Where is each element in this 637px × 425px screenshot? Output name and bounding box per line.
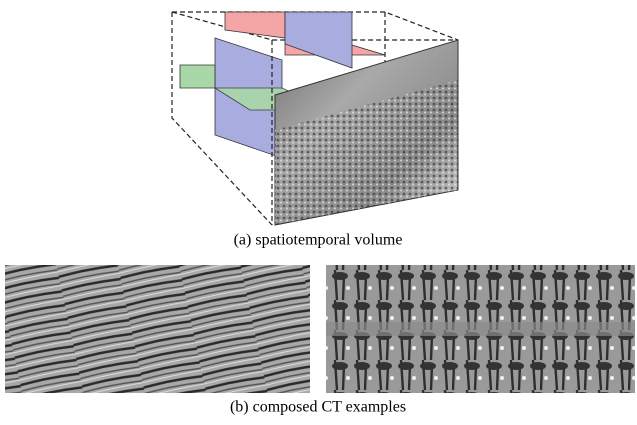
green-plane bbox=[180, 65, 215, 88]
ct-image bbox=[5, 265, 310, 393]
page: (a) spatiotemporal volume (b) composed C… bbox=[0, 0, 637, 420]
caption: (b) composed CT examples bbox=[230, 399, 406, 416]
caption: (a) spatiotemporal volume bbox=[234, 232, 403, 249]
ct-image-band bbox=[326, 322, 635, 336]
figure: (a) spatiotemporal volume (b) composed C… bbox=[0, 0, 637, 420]
blue-plane bbox=[285, 12, 352, 68]
red-plane bbox=[225, 12, 285, 38]
